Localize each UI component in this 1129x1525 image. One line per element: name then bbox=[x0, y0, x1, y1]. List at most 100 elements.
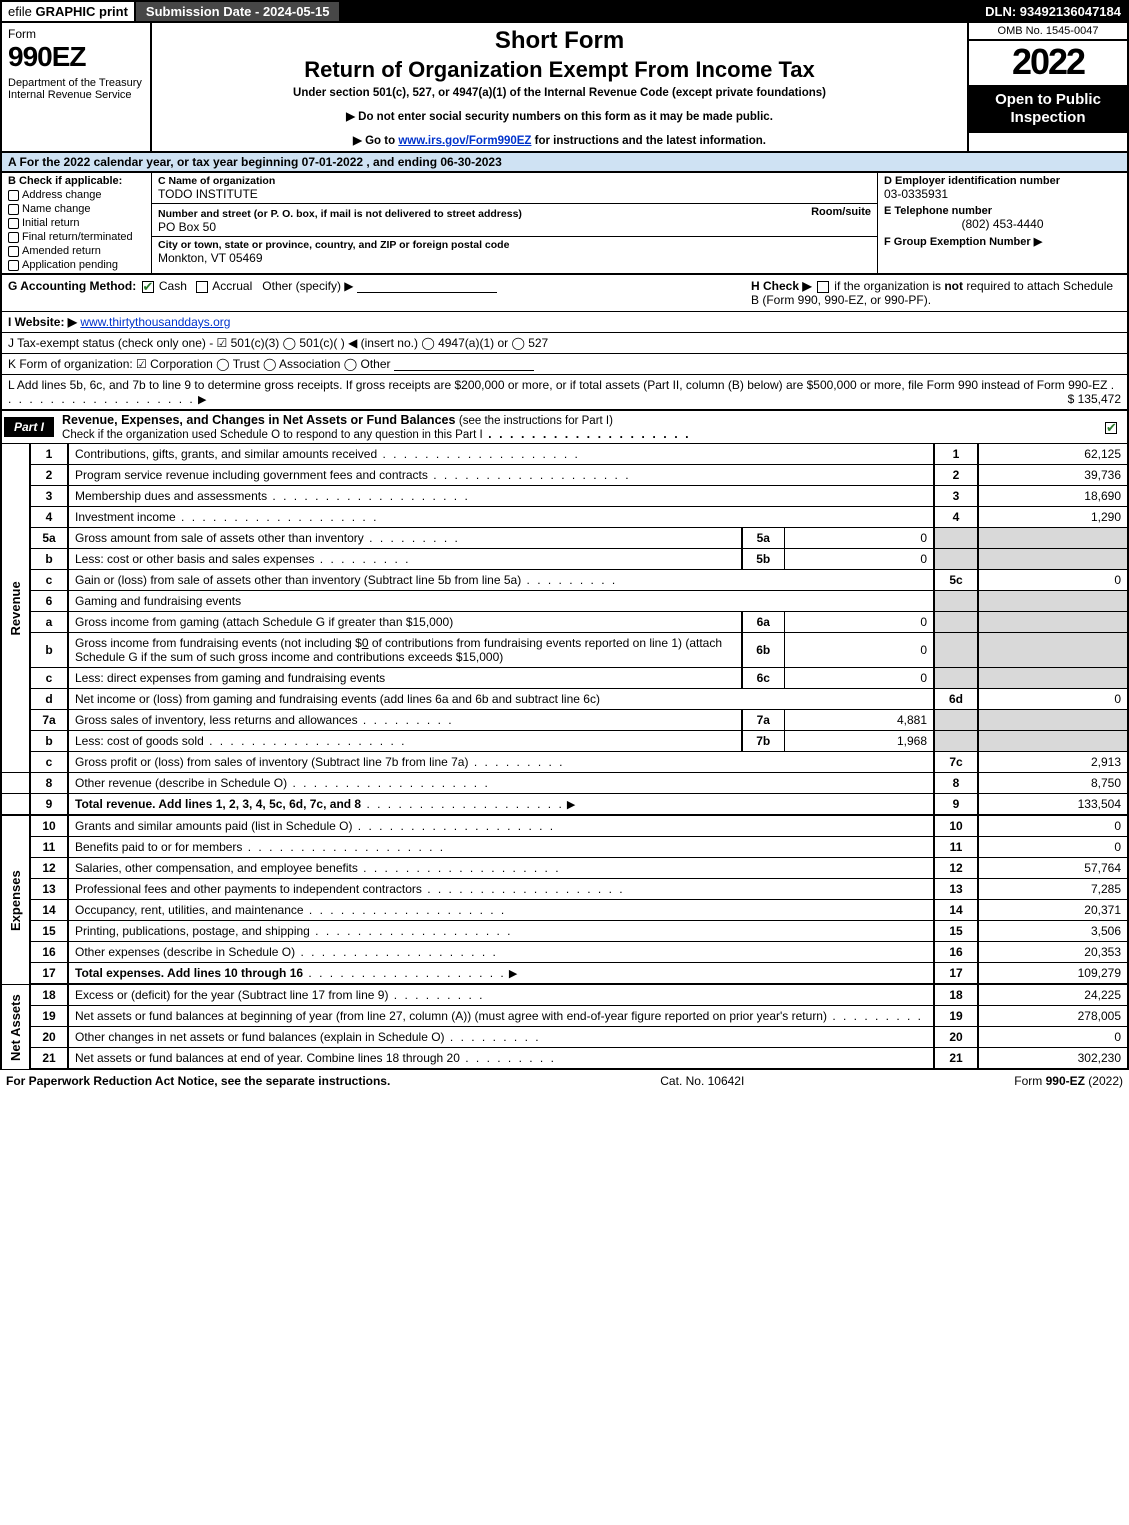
l7a-in: 7a bbox=[742, 710, 784, 731]
l9-desc: Total revenue. Add lines 1, 2, 3, 4, 5c,… bbox=[75, 797, 361, 811]
l18-rv: 24,225 bbox=[978, 985, 1128, 1006]
l16-dots bbox=[295, 945, 498, 959]
dept-label: Department of the Treasury Internal Reve… bbox=[8, 77, 144, 101]
line-6c: c Less: direct expenses from gaming and … bbox=[1, 668, 1128, 689]
checkbox-initial-return[interactable] bbox=[8, 218, 19, 229]
part-1-title: Revenue, Expenses, and Changes in Net As… bbox=[56, 411, 1103, 443]
g-accrual: Accrual bbox=[212, 279, 252, 293]
checkbox-final-return[interactable] bbox=[8, 232, 19, 243]
row-i: I Website: ▶ www.thirtythousanddays.org bbox=[0, 312, 1129, 333]
l13-desc: Professional fees and other payments to … bbox=[75, 882, 422, 896]
l2-num: 2 bbox=[30, 465, 68, 486]
under-section: Under section 501(c), 527, or 4947(a)(1)… bbox=[160, 87, 959, 99]
checkbox-h[interactable] bbox=[817, 281, 829, 293]
h-pre: H Check ▶ bbox=[751, 279, 812, 293]
group-exempt-label: F Group Exemption Number ▶ bbox=[884, 235, 1121, 248]
l19-rv: 278,005 bbox=[978, 1006, 1128, 1027]
line-21: 21 Net assets or fund balances at end of… bbox=[1, 1048, 1128, 1070]
l19-desc: Net assets or fund balances at beginning… bbox=[75, 1009, 827, 1023]
short-form-title: Short Form bbox=[160, 27, 959, 55]
net-assets-table: Net Assets 18 Excess or (deficit) for th… bbox=[0, 985, 1129, 1070]
checkbox-accrual[interactable] bbox=[196, 281, 208, 293]
line-9: 9 Total revenue. Add lines 1, 2, 3, 4, 5… bbox=[1, 794, 1128, 816]
l11-desc: Benefits paid to or for members bbox=[75, 840, 242, 854]
header-right: OMB No. 1545-0047 2022 Open to Public In… bbox=[967, 23, 1127, 151]
l7b-num: b bbox=[30, 731, 68, 752]
l1-rv: 62,125 bbox=[978, 444, 1128, 465]
line-5c: c Gain or (loss) from sale of assets oth… bbox=[1, 570, 1128, 591]
submission-date-button[interactable]: Submission Date - 2024-05-15 bbox=[134, 2, 342, 21]
l-arrow-icon bbox=[198, 392, 206, 406]
line-14: 14 Occupancy, rent, utilities, and maint… bbox=[1, 900, 1128, 921]
l6-rn-shade bbox=[934, 591, 978, 612]
org-name: TODO INSTITUTE bbox=[158, 187, 871, 201]
checkbox-application-pending[interactable] bbox=[8, 260, 19, 271]
ein-label: D Employer identification number bbox=[884, 175, 1121, 187]
l5a-dots bbox=[364, 531, 460, 545]
part-1-dots bbox=[483, 427, 691, 441]
l7b-desc: Less: cost of goods sold bbox=[75, 734, 204, 748]
checkbox-name-change[interactable] bbox=[8, 204, 19, 215]
g-label: G Accounting Method: bbox=[8, 279, 136, 293]
note-ssn: ▶ Do not enter social security numbers o… bbox=[160, 109, 959, 123]
checkbox-schedule-o[interactable] bbox=[1105, 422, 1117, 434]
l16-desc: Other expenses (describe in Schedule O) bbox=[75, 945, 295, 959]
cb-label-4: Amended return bbox=[22, 245, 101, 257]
l13-num: 13 bbox=[30, 879, 68, 900]
room-label: Room/suite bbox=[811, 206, 871, 218]
line-18: Net Assets 18 Excess or (deficit) for th… bbox=[1, 985, 1128, 1006]
l5b-desc: Less: cost or other basis and sales expe… bbox=[75, 552, 314, 566]
checkbox-address-change[interactable] bbox=[8, 190, 19, 201]
line-12: 12 Salaries, other compensation, and emp… bbox=[1, 858, 1128, 879]
website-link[interactable]: www.thirtythousanddays.org bbox=[80, 315, 230, 329]
l1-rn: 1 bbox=[934, 444, 978, 465]
k-other-input[interactable] bbox=[394, 359, 534, 371]
l11-rn: 11 bbox=[934, 837, 978, 858]
l15-dots bbox=[310, 924, 513, 938]
part-1-title-note: (see the instructions for Part I) bbox=[459, 415, 613, 427]
line-4: 4 Investment income 4 1,290 bbox=[1, 507, 1128, 528]
line-16: 16 Other expenses (describe in Schedule … bbox=[1, 942, 1128, 963]
checkbox-cash[interactable] bbox=[142, 281, 154, 293]
l15-rv: 3,506 bbox=[978, 921, 1128, 942]
l10-rv: 0 bbox=[978, 816, 1128, 837]
l-text: L Add lines 5b, 6c, and 7b to line 9 to … bbox=[8, 378, 1107, 392]
efile-print[interactable]: print bbox=[95, 4, 128, 19]
checkbox-amended-return[interactable] bbox=[8, 246, 19, 257]
l6-rv-shade bbox=[978, 591, 1128, 612]
l2-desc: Program service revenue including govern… bbox=[75, 468, 428, 482]
line-8: 8 Other revenue (describe in Schedule O)… bbox=[1, 773, 1128, 794]
l7b-iv: 1,968 bbox=[784, 731, 934, 752]
part-1-title-text: Revenue, Expenses, and Changes in Net As… bbox=[62, 413, 459, 427]
line-11: 11 Benefits paid to or for members 11 0 bbox=[1, 837, 1128, 858]
l20-rv: 0 bbox=[978, 1027, 1128, 1048]
l15-rn: 15 bbox=[934, 921, 978, 942]
footer-left: For Paperwork Reduction Act Notice, see … bbox=[6, 1074, 390, 1088]
l6c-num: c bbox=[30, 668, 68, 689]
footer-cat: Cat. No. 10642I bbox=[390, 1074, 1014, 1088]
l20-dots bbox=[445, 1030, 541, 1044]
efile-label[interactable]: efile GRAPHIC print bbox=[2, 2, 134, 21]
l10-dots bbox=[352, 819, 555, 833]
l7c-desc: Gross profit or (loss) from sales of inv… bbox=[75, 755, 468, 769]
line-7a: 7a Gross sales of inventory, less return… bbox=[1, 710, 1128, 731]
line-6d: d Net income or (loss) from gaming and f… bbox=[1, 689, 1128, 710]
topbar-spacer bbox=[341, 2, 979, 21]
l13-dots bbox=[422, 882, 625, 896]
l7b-dots bbox=[204, 734, 407, 748]
l5b-num: b bbox=[30, 549, 68, 570]
l8-desc: Other revenue (describe in Schedule O) bbox=[75, 776, 287, 790]
section-a: A For the 2022 calendar year, or tax yea… bbox=[0, 153, 1129, 173]
grp-lab-text: F Group Exemption Number bbox=[884, 236, 1031, 248]
irs-link[interactable]: www.irs.gov/Form990EZ bbox=[398, 135, 531, 147]
l7c-rv: 2,913 bbox=[978, 752, 1128, 773]
l4-rv: 1,290 bbox=[978, 507, 1128, 528]
l7c-rn: 7c bbox=[934, 752, 978, 773]
line-7c: c Gross profit or (loss) from sales of i… bbox=[1, 752, 1128, 773]
l7a-iv: 4,881 bbox=[784, 710, 934, 731]
l13-rv: 7,285 bbox=[978, 879, 1128, 900]
footer-right-b: 990-EZ bbox=[1046, 1074, 1085, 1088]
l17-dots bbox=[303, 966, 506, 980]
efile-graphic: GRAPHIC bbox=[35, 4, 95, 19]
other-specify-input[interactable] bbox=[357, 281, 497, 293]
